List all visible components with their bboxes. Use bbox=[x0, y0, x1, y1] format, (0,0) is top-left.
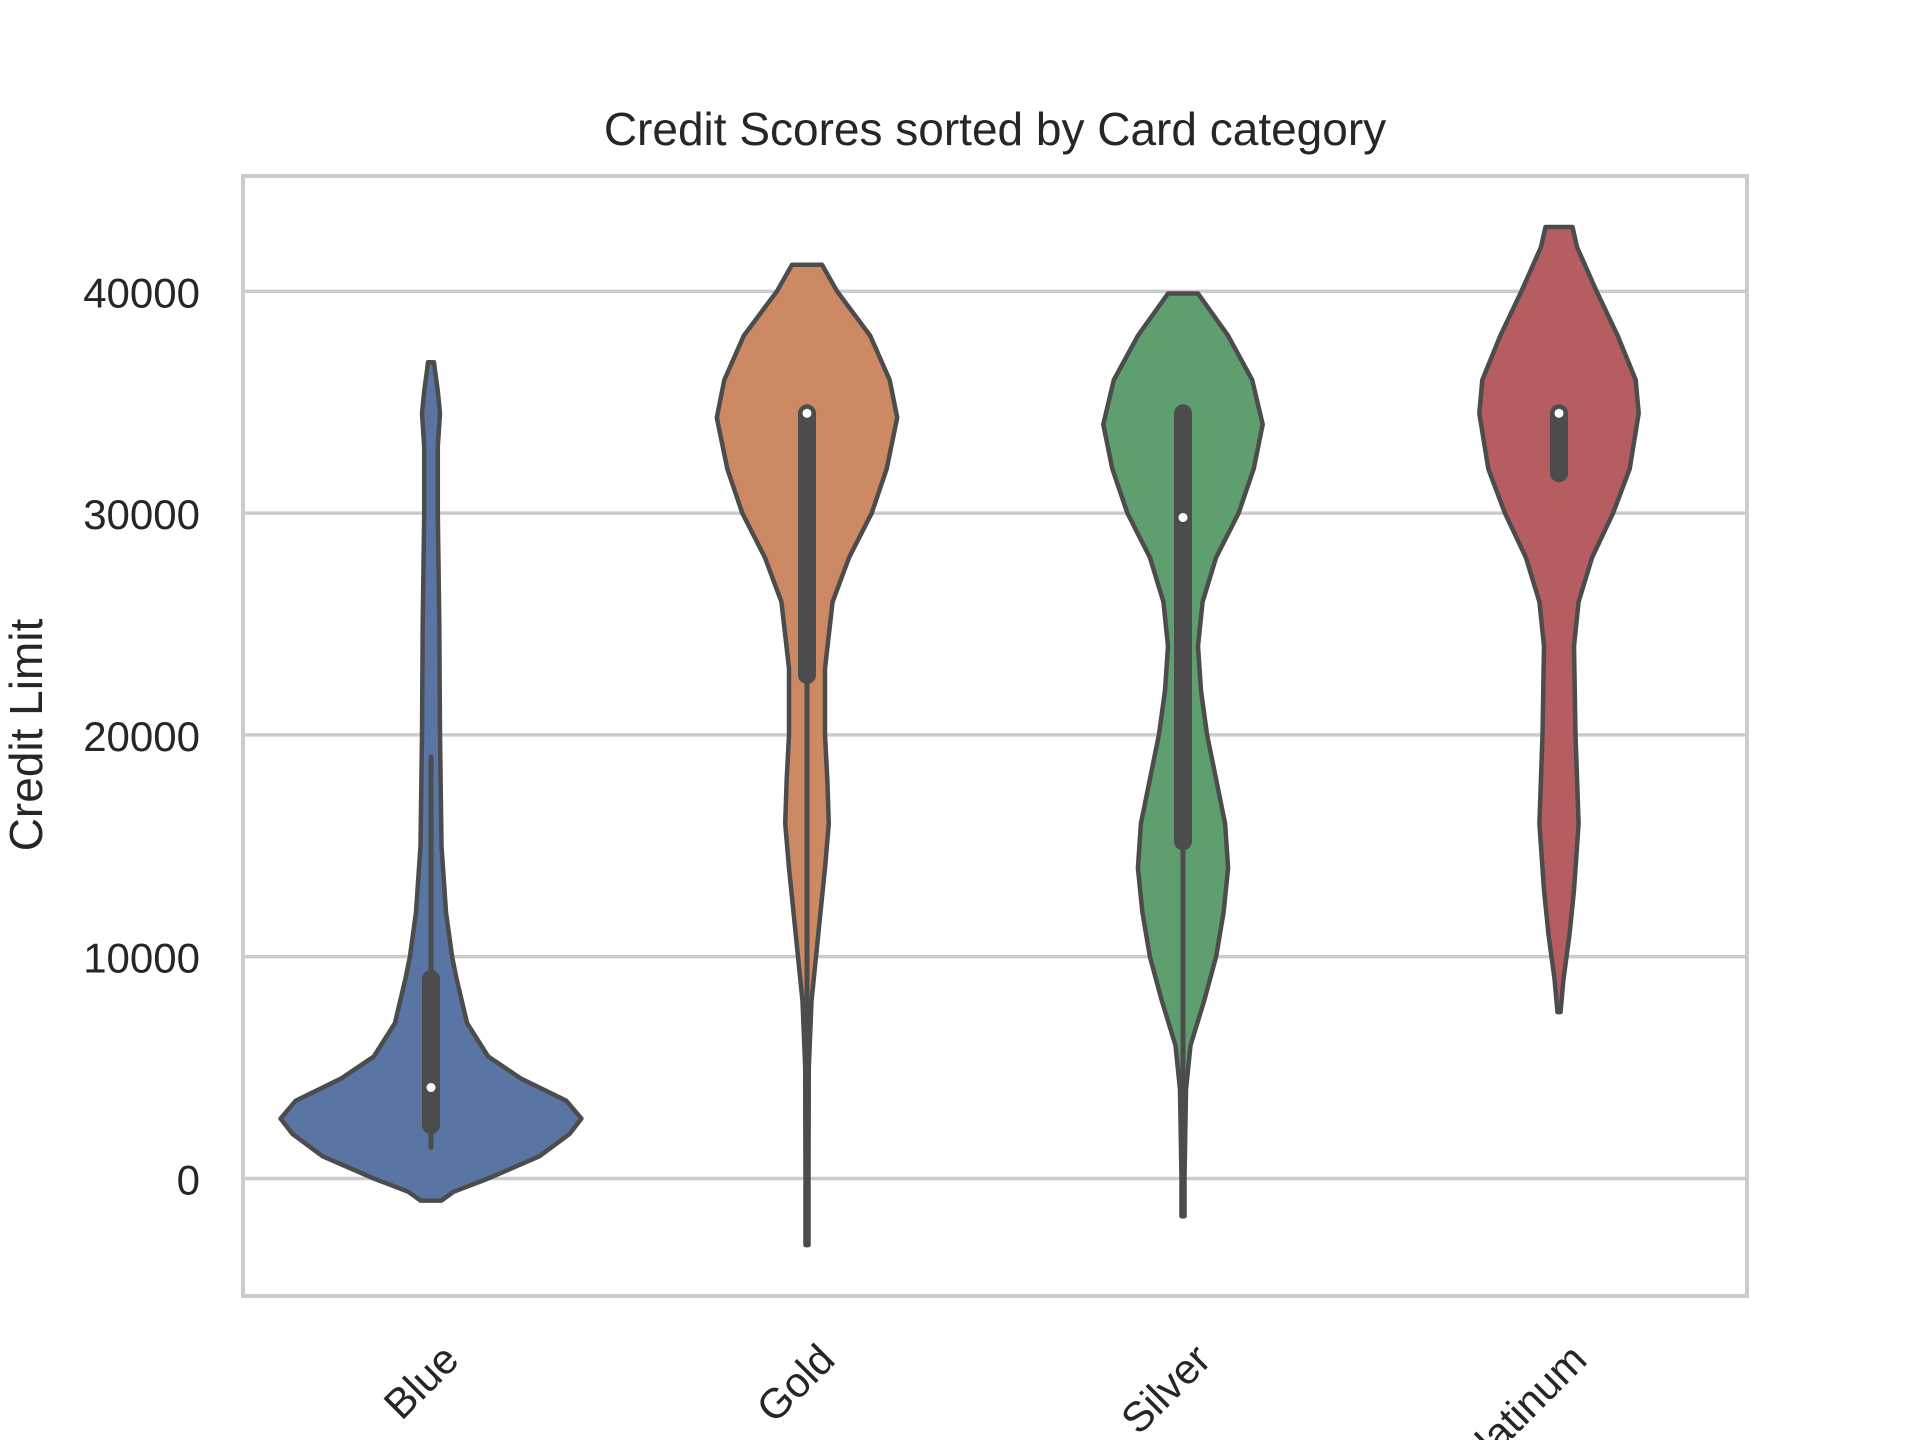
ytick-label: 40000 bbox=[83, 269, 200, 316]
violin-median-platinum bbox=[1554, 408, 1564, 418]
ytick-layer: 0 10000 20000 30000 40000 bbox=[83, 269, 200, 1203]
xtick-label: Blue bbox=[375, 1335, 468, 1428]
violin-layer bbox=[278, 224, 1641, 1248]
y-axis-label: Credit Limit bbox=[0, 618, 52, 851]
chart-title: Credit Scores sorted by Card category bbox=[604, 103, 1386, 155]
xtick-label: Platinum bbox=[1447, 1335, 1596, 1440]
xtick-layer: Blue Gold Silver Platinum bbox=[375, 1335, 1596, 1445]
violin-median-blue bbox=[426, 1083, 436, 1093]
ytick-label: 10000 bbox=[83, 935, 200, 982]
violin-body-platinum bbox=[1477, 224, 1641, 1015]
plot-frame bbox=[241, 174, 1749, 1298]
grid-layer bbox=[243, 289, 1747, 1181]
ytick-label: 20000 bbox=[83, 713, 200, 760]
violin-median-gold bbox=[802, 408, 812, 418]
ytick-label: 30000 bbox=[83, 491, 200, 538]
ytick-label: 0 bbox=[177, 1156, 200, 1203]
xtick-label: Silver bbox=[1112, 1335, 1220, 1440]
violin-median-silver bbox=[1178, 513, 1188, 523]
xtick-label: Gold bbox=[747, 1335, 843, 1431]
